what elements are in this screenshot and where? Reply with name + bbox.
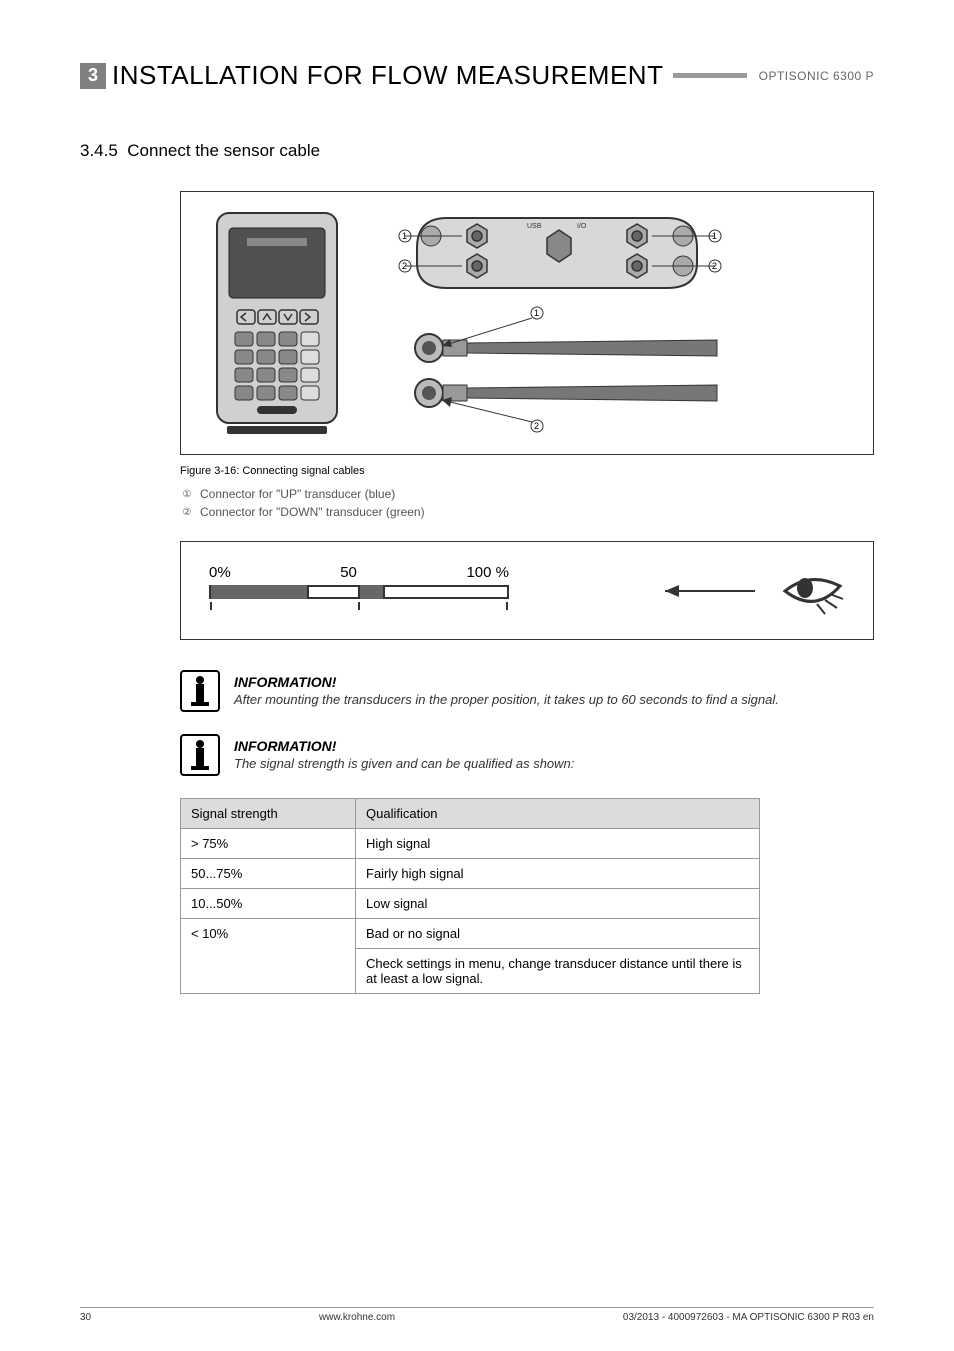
scale-segment	[209, 585, 307, 599]
table-cell: > 75%	[181, 829, 356, 859]
page-header: 3 INSTALLATION FOR FLOW MEASUREMENT OPTI…	[80, 60, 874, 91]
info-content: INFORMATION! The signal strength is give…	[234, 734, 574, 771]
scale-segment	[307, 585, 358, 599]
section-heading: Connect the sensor cable	[127, 141, 320, 160]
table-header-row: Signal strength Qualification	[181, 799, 760, 829]
arrow-eye-icon	[645, 566, 845, 616]
legend-text: Connector for "UP" transducer (blue)	[200, 485, 395, 503]
scale-ticks-icon	[209, 602, 509, 612]
svg-text:2: 2	[712, 261, 717, 271]
legend-text: Connector for "DOWN" transducer (green)	[200, 503, 425, 521]
scale-labels: 0% 50 100 %	[209, 564, 509, 581]
information-note: INFORMATION! The signal strength is give…	[180, 734, 874, 776]
signal-strength-table: Signal strength Qualification > 75% High…	[180, 798, 760, 994]
info-icon	[180, 670, 220, 712]
section-title: 3.4.5 Connect the sensor cable	[80, 141, 874, 161]
chapter-number-badge: 3	[80, 63, 106, 89]
table-row: 10...50% Low signal	[181, 889, 760, 919]
svg-text:USB: USB	[527, 223, 542, 230]
scale-segment	[383, 585, 509, 599]
connector-legend: ① Connector for "UP" transducer (blue) ②…	[180, 485, 874, 521]
info-icon	[180, 734, 220, 776]
info-body: The signal strength is given and can be …	[234, 756, 574, 771]
callout-number-icon: ①	[180, 487, 194, 501]
page-number: 30	[80, 1312, 91, 1323]
table-cell: Low signal	[356, 889, 760, 919]
signal-scale: 0% 50 100 %	[209, 564, 509, 617]
scale-segment	[358, 585, 383, 599]
svg-text:2: 2	[402, 261, 407, 271]
table-cell: Check settings in menu, change transduce…	[356, 949, 760, 994]
table-cell: High signal	[356, 829, 760, 859]
information-note: INFORMATION! After mounting the transduc…	[180, 670, 874, 712]
svg-text:1: 1	[534, 308, 539, 318]
legend-item: ② Connector for "DOWN" transducer (green…	[180, 503, 874, 521]
table-row: > 75% High signal	[181, 829, 760, 859]
table-row: 50...75% Fairly high signal	[181, 859, 760, 889]
legend-item: ① Connector for "UP" transducer (blue)	[180, 485, 874, 503]
footer-docid: 03/2013 - 4000972603 - MA OPTISONIC 6300…	[623, 1312, 874, 1323]
info-title: INFORMATION!	[234, 738, 574, 754]
page: 3 INSTALLATION FOR FLOW MEASUREMENT OPTI…	[0, 0, 954, 1351]
header-divider	[673, 73, 746, 78]
chapter-title: INSTALLATION FOR FLOW MEASUREMENT	[112, 60, 663, 91]
page-footer: 30 www.krohne.com 03/2013 - 4000972603 -…	[80, 1307, 874, 1323]
svg-text:I/O: I/O	[577, 223, 587, 230]
signal-strength-figure: 0% 50 100 %	[180, 541, 874, 640]
scale-label-50: 50	[340, 564, 357, 581]
table-cell: Fairly high signal	[356, 859, 760, 889]
svg-text:2: 2	[534, 421, 539, 431]
info-title: INFORMATION!	[234, 674, 779, 690]
product-name: OPTISONIC 6300 P	[759, 69, 874, 83]
footer-url: www.krohne.com	[319, 1312, 395, 1323]
svg-text:1: 1	[712, 231, 717, 241]
info-body: After mounting the transducers in the pr…	[234, 692, 779, 707]
table-cell: 10...50%	[181, 889, 356, 919]
figure-signal-cables: USB I/O 1 1 2 2	[180, 191, 874, 455]
svg-text:1: 1	[402, 231, 407, 241]
table-row: < 10% Bad or no signal	[181, 919, 760, 949]
scale-label-100: 100 %	[466, 564, 509, 581]
table-cell: < 10%	[181, 919, 356, 994]
info-content: INFORMATION! After mounting the transduc…	[234, 670, 779, 707]
table-cell: Bad or no signal	[356, 919, 760, 949]
scale-label-0: 0%	[209, 564, 231, 581]
content-area: USB I/O 1 1 2 2	[180, 191, 874, 994]
connector-panel-icon: USB I/O 1 1 2 2	[397, 208, 737, 438]
scale-bar	[209, 585, 509, 599]
table-header: Qualification	[356, 799, 760, 829]
table-header: Signal strength	[181, 799, 356, 829]
section-number: 3.4.5	[80, 141, 118, 160]
handheld-device-icon	[197, 208, 357, 438]
callout-number-icon: ②	[180, 505, 194, 519]
figure-caption: Figure 3-16: Connecting signal cables	[180, 465, 874, 477]
table-cell: 50...75%	[181, 859, 356, 889]
